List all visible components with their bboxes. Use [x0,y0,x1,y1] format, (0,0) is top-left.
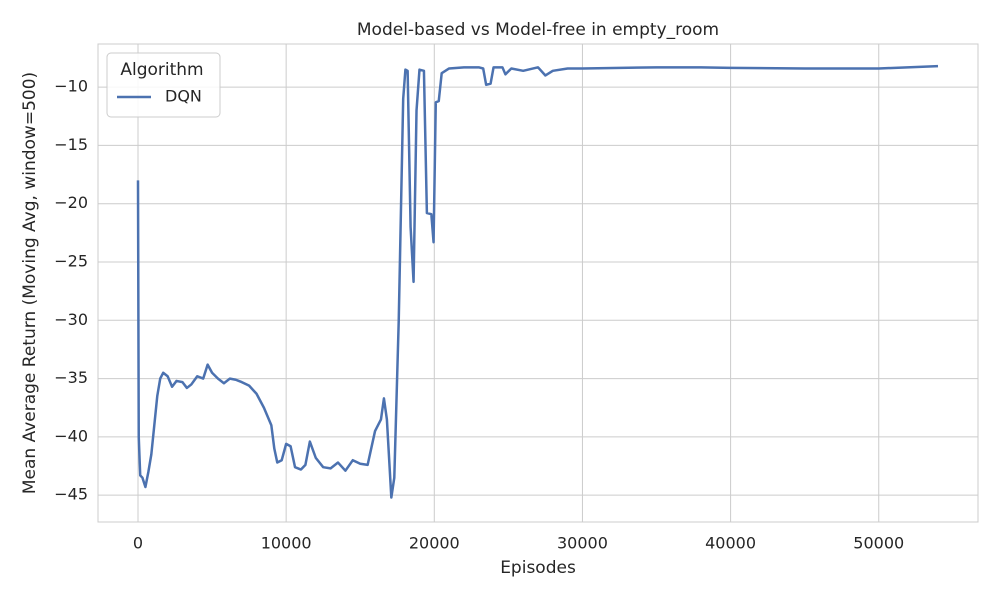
x-tick-label: 20000 [409,534,460,553]
chart-title: Model-based vs Model-free in empty_room [357,20,719,40]
x-tick-label: 10000 [261,534,312,553]
y-tick-label: −10 [54,77,88,96]
y-tick-label: −25 [54,252,88,271]
y-tick-label: −40 [54,426,88,445]
y-tick-label: −15 [54,135,88,154]
plot-area [97,43,979,523]
y-tick-label: −30 [54,310,88,329]
y-axis-label: Mean Average Return (Moving Avg, window=… [20,72,40,494]
x-tick-label: 40000 [705,534,756,553]
x-tick-label: 30000 [557,534,608,553]
legend-title: Algorithm [120,60,203,80]
legend-label: DQN [165,87,202,106]
x-axis-label: Episodes [500,558,576,578]
data-line [136,64,939,499]
y-tick-label: −35 [54,368,88,387]
legend-box [106,52,221,118]
x-tick-label: 50000 [853,534,904,553]
y-tick-label: −20 [54,193,88,212]
y-tick-label: −45 [54,485,88,504]
x-tick-label: 0 [133,534,143,553]
